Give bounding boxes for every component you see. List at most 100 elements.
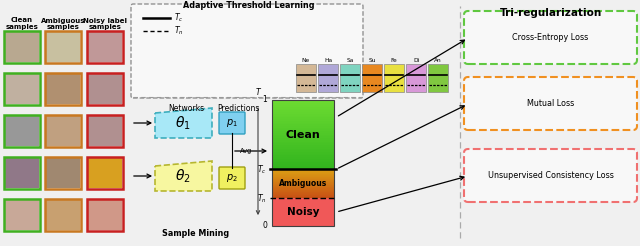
Bar [318,64,338,92]
Bar [272,170,334,171]
Text: Sample Mining: Sample Mining [163,230,230,239]
Bar [272,124,334,126]
Bar [272,178,334,179]
Bar [46,200,80,230]
Bar [272,132,334,135]
Bar [272,185,334,186]
Bar [272,195,334,196]
Bar [272,183,334,184]
Bar [272,187,334,188]
Bar [272,198,334,226]
Bar [46,158,80,188]
Bar [272,107,334,109]
Bar [45,31,81,63]
Bar [5,74,39,104]
Bar [272,167,334,169]
Text: $\theta_1$: $\theta_1$ [175,114,191,132]
Bar [87,115,123,147]
Bar [272,160,334,162]
Bar [272,172,334,174]
Text: Clean: Clean [285,130,321,140]
Text: 0: 0 [262,221,267,231]
Bar [88,32,122,62]
FancyBboxPatch shape [219,112,245,134]
Text: $T_n$: $T_n$ [257,192,267,204]
Bar [272,178,334,179]
FancyBboxPatch shape [219,167,245,189]
Bar [272,176,334,177]
Bar [272,169,334,171]
Text: Mutual Loss: Mutual Loss [527,99,574,108]
Bar [272,100,334,226]
Bar [428,64,448,92]
Bar [272,148,334,150]
Bar [46,74,80,104]
Text: Predictions: Predictions [217,104,259,113]
Bar [272,184,334,185]
Bar [272,175,334,176]
Bar [272,145,334,147]
Bar [4,73,40,105]
Text: Su: Su [368,58,376,62]
Text: $T_c$: $T_c$ [174,12,184,24]
Bar [362,64,382,92]
Bar [5,158,39,188]
Bar [5,200,39,230]
Bar [272,103,334,105]
Bar [45,199,81,231]
Bar [4,157,40,189]
Bar [4,115,40,147]
Text: Ambiguous
samples: Ambiguous samples [41,17,85,31]
Text: Ne: Ne [302,58,310,62]
Text: Fe: Fe [390,58,397,62]
Text: Adaptive Threshold Learning: Adaptive Threshold Learning [183,1,314,11]
Bar [272,127,334,129]
Text: Noisy: Noisy [287,207,319,217]
Text: T: T [256,88,260,97]
Bar [272,155,334,157]
Bar [272,134,334,136]
Bar [406,64,426,92]
Text: An: An [434,58,442,62]
Bar [272,152,334,154]
Bar [272,196,334,197]
Bar [272,171,334,172]
Bar [272,164,334,166]
Bar [88,200,122,230]
Bar [272,179,334,180]
Bar [272,185,334,187]
Bar [272,188,334,190]
FancyBboxPatch shape [131,4,363,98]
Text: Networks: Networks [168,104,204,113]
Bar [272,122,334,124]
Bar [4,31,40,63]
Bar [88,74,122,104]
Text: 1: 1 [262,95,267,105]
Bar [272,174,334,175]
Text: Sa: Sa [346,58,354,62]
Bar [272,112,334,114]
Bar [272,99,334,102]
Bar [46,116,80,146]
Text: Ambiguous: Ambiguous [279,179,327,188]
Text: Avg: Avg [240,148,252,154]
Polygon shape [155,161,212,191]
Bar [272,158,334,161]
FancyBboxPatch shape [464,11,637,64]
Bar [272,191,334,192]
Bar [272,180,334,181]
Bar [272,172,334,173]
Bar [45,157,81,189]
Bar [340,64,360,92]
Bar [272,190,334,191]
Text: $T_n$: $T_n$ [174,25,184,37]
Bar [45,115,81,147]
Bar [272,125,334,128]
Bar [272,177,334,178]
Bar [272,136,334,138]
Text: Di: Di [413,58,419,62]
FancyBboxPatch shape [464,77,637,130]
Bar [272,186,334,187]
Bar [272,115,334,117]
Bar [296,64,316,92]
